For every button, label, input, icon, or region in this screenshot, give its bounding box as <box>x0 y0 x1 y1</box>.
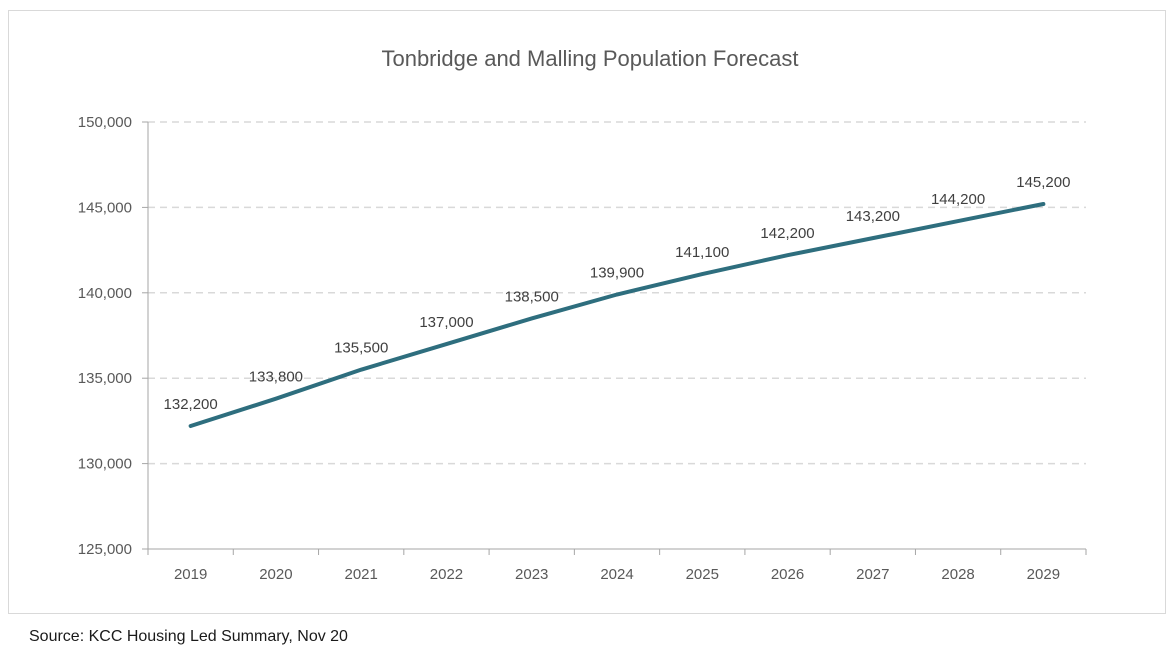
data-label: 138,500 <box>505 288 559 305</box>
y-tick-label: 135,000 <box>78 370 132 387</box>
data-label: 132,200 <box>164 396 218 413</box>
y-tick-label: 150,000 <box>78 114 132 131</box>
data-label: 133,800 <box>249 369 303 386</box>
data-label: 141,100 <box>675 244 729 261</box>
source-note: Source: KCC Housing Led Summary, Nov 20 <box>29 628 348 645</box>
data-labels: 132,200 133,800 135,500 137,000 138,500 139,9… <box>164 174 1071 413</box>
x-tick-label: 2020 <box>259 566 292 583</box>
y-tick-label: 140,000 <box>78 285 132 302</box>
x-tick-label: 2026 <box>771 566 804 583</box>
chart-title: Tonbridge and Malling Population Forecas… <box>381 46 798 71</box>
axes <box>142 121 1087 555</box>
x-axis-tick-labels: 2019 2020 2021 2022 2023 2024 2025 2026 2027 2028… <box>174 566 1060 583</box>
series-line-path <box>188 201 1046 429</box>
x-tick-label: 2023 <box>515 566 548 583</box>
y-tick-label: 130,000 <box>78 456 132 473</box>
x-tick-label: 2029 <box>1027 566 1060 583</box>
series-line <box>188 201 1046 429</box>
data-label: 145,200 <box>1016 174 1070 191</box>
x-tick-label: 2019 <box>174 566 207 583</box>
x-tick-label: 2022 <box>430 566 463 583</box>
y-tick-label: 125,000 <box>78 541 132 558</box>
x-tick-label: 2028 <box>941 566 974 583</box>
data-label: 137,000 <box>419 314 473 331</box>
data-label: 143,200 <box>846 208 900 225</box>
data-label: 139,900 <box>590 265 644 282</box>
x-tick-label: 2025 <box>686 566 719 583</box>
x-tick-label: 2027 <box>856 566 889 583</box>
y-axis-tick-labels: 125,000 130,000 135,000 140,000 145,000 150,0… <box>78 114 132 558</box>
data-label: 142,200 <box>760 225 814 242</box>
x-tick-label: 2021 <box>344 566 377 583</box>
data-label: 144,200 <box>931 191 985 208</box>
data-label: 135,500 <box>334 340 388 357</box>
chart-frame <box>8 10 1166 614</box>
x-tick-label: 2024 <box>600 566 633 583</box>
grid-lines <box>148 121 1086 465</box>
y-tick-label: 145,000 <box>78 199 132 216</box>
